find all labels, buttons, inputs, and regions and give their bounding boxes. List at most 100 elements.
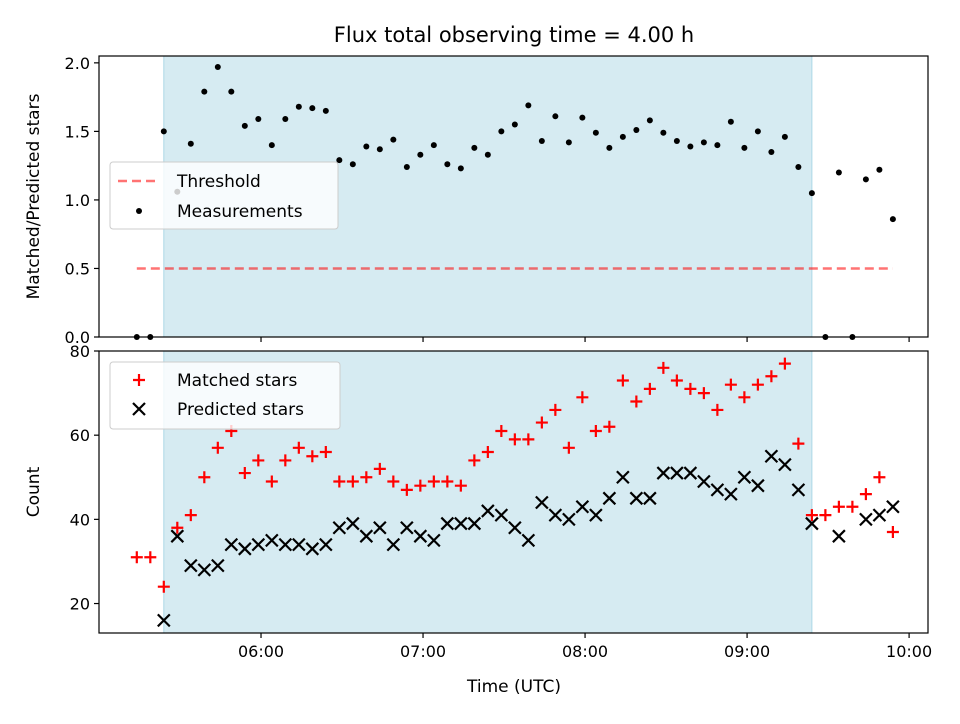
x-tick-label: 07:00 [400,642,446,661]
predicted-star-point [157,613,171,628]
measurement-point [687,143,694,150]
measurement-point [255,116,262,123]
predicted-star-point [481,504,495,518]
matched-star-point [603,420,616,433]
matched-star-point [157,580,170,593]
measurement-point [727,118,734,125]
predicted-star-point [413,529,428,543]
measurement-point [484,151,491,158]
predicted-star-point [589,508,603,522]
legend-threshold-label: Threshold [176,172,261,192]
predicted-star-point [535,495,549,510]
matched-star-point [684,382,697,395]
legend-measurements-label: Measurements [177,202,303,222]
measurement-point [241,122,248,129]
matched-star-point [360,471,373,484]
measurement-point [376,146,383,153]
matched-star-point [724,378,737,391]
predicted-star-point [238,542,252,556]
measurement-point [565,139,572,146]
matched-star-point [333,475,346,488]
y-tick-label: 1.5 [65,122,90,141]
measurement-point [619,133,626,140]
y-tick-label: 60 [70,426,90,445]
predicted-star-point [184,558,198,573]
measurement-point [741,144,748,151]
measurement-point [633,127,640,134]
matched-star-point [616,374,629,387]
matched-star-point [238,467,251,480]
matched-star-point [670,374,683,387]
predicted-star-point [346,516,360,531]
matched-star-point [873,471,886,484]
matched-star-point [468,454,481,467]
measurement-point [700,139,707,146]
matched-star-point [643,382,656,395]
matched-star-point [400,483,413,496]
predicted-star-point [859,512,873,527]
matched-star-point [373,462,386,475]
x-axis-label: Time (UTC) [466,677,561,697]
predicted-star-point [616,470,630,485]
x-tick-label: 06:00 [238,642,284,661]
measurement-point [282,116,289,123]
measurement-point [673,137,680,144]
matched-star-point [522,433,535,446]
predicted-star-point [764,449,779,464]
matched-star-point [306,450,319,463]
measurement-point [214,63,221,70]
matched-star-point [252,454,265,467]
predicted-star-point [629,491,644,506]
y-tick-label: 40 [70,510,90,529]
matched-star-point [319,446,332,459]
x-tick-label: 08:00 [562,642,608,661]
legend-box [109,361,341,430]
measurement-point [403,164,410,171]
legend-matched-swatch [133,374,145,386]
figure-title: Flux total observing time = 4.00 h [334,23,694,47]
measurement-point [808,190,815,197]
predicted-star-point [602,491,617,506]
measurement-point [754,128,761,135]
matched-star-point [414,479,427,492]
predicted-star-point [724,487,738,501]
measurement-point [768,148,775,155]
matched-star-point [576,391,589,404]
measurement-point [646,117,653,124]
legend-matched-label: Matched stars [177,371,297,391]
matched-star-point [549,403,562,416]
matched-star-point [886,525,899,538]
measurement-point [390,136,397,143]
matched-star-point [346,475,359,488]
measurement-point [592,129,599,136]
measurement-point [457,165,464,172]
y-tick-label: 0.0 [65,328,90,347]
predicted-star-point [872,508,887,522]
measurement-point [835,169,842,176]
measurement-point [498,128,505,135]
measurement-point [268,142,275,149]
matched-star-point [805,509,818,522]
measurement-point [201,88,208,95]
x-tick-label: 10:00 [886,642,932,661]
matched-star-point [562,441,575,454]
measurement-point [309,105,316,112]
measurement-point [349,161,356,168]
predicted-star-point [832,529,846,543]
predicted-star-point [454,516,468,531]
predicted-star-point [440,516,455,531]
axes-frame [98,55,929,338]
y-tick-label: 80 [70,342,90,361]
predicted-star-point [508,520,522,535]
predicted-star-point [670,466,684,480]
matched-star-point [738,391,751,404]
y-axis-label: Count [24,466,44,517]
measurement-point [525,102,532,109]
measurement-point [606,144,613,151]
matched-star-point [778,357,791,370]
matched-star-point [630,395,643,408]
predicted-star-point [562,512,576,527]
predicted-star-point [886,499,900,514]
legend-measurements-swatch [136,208,142,214]
